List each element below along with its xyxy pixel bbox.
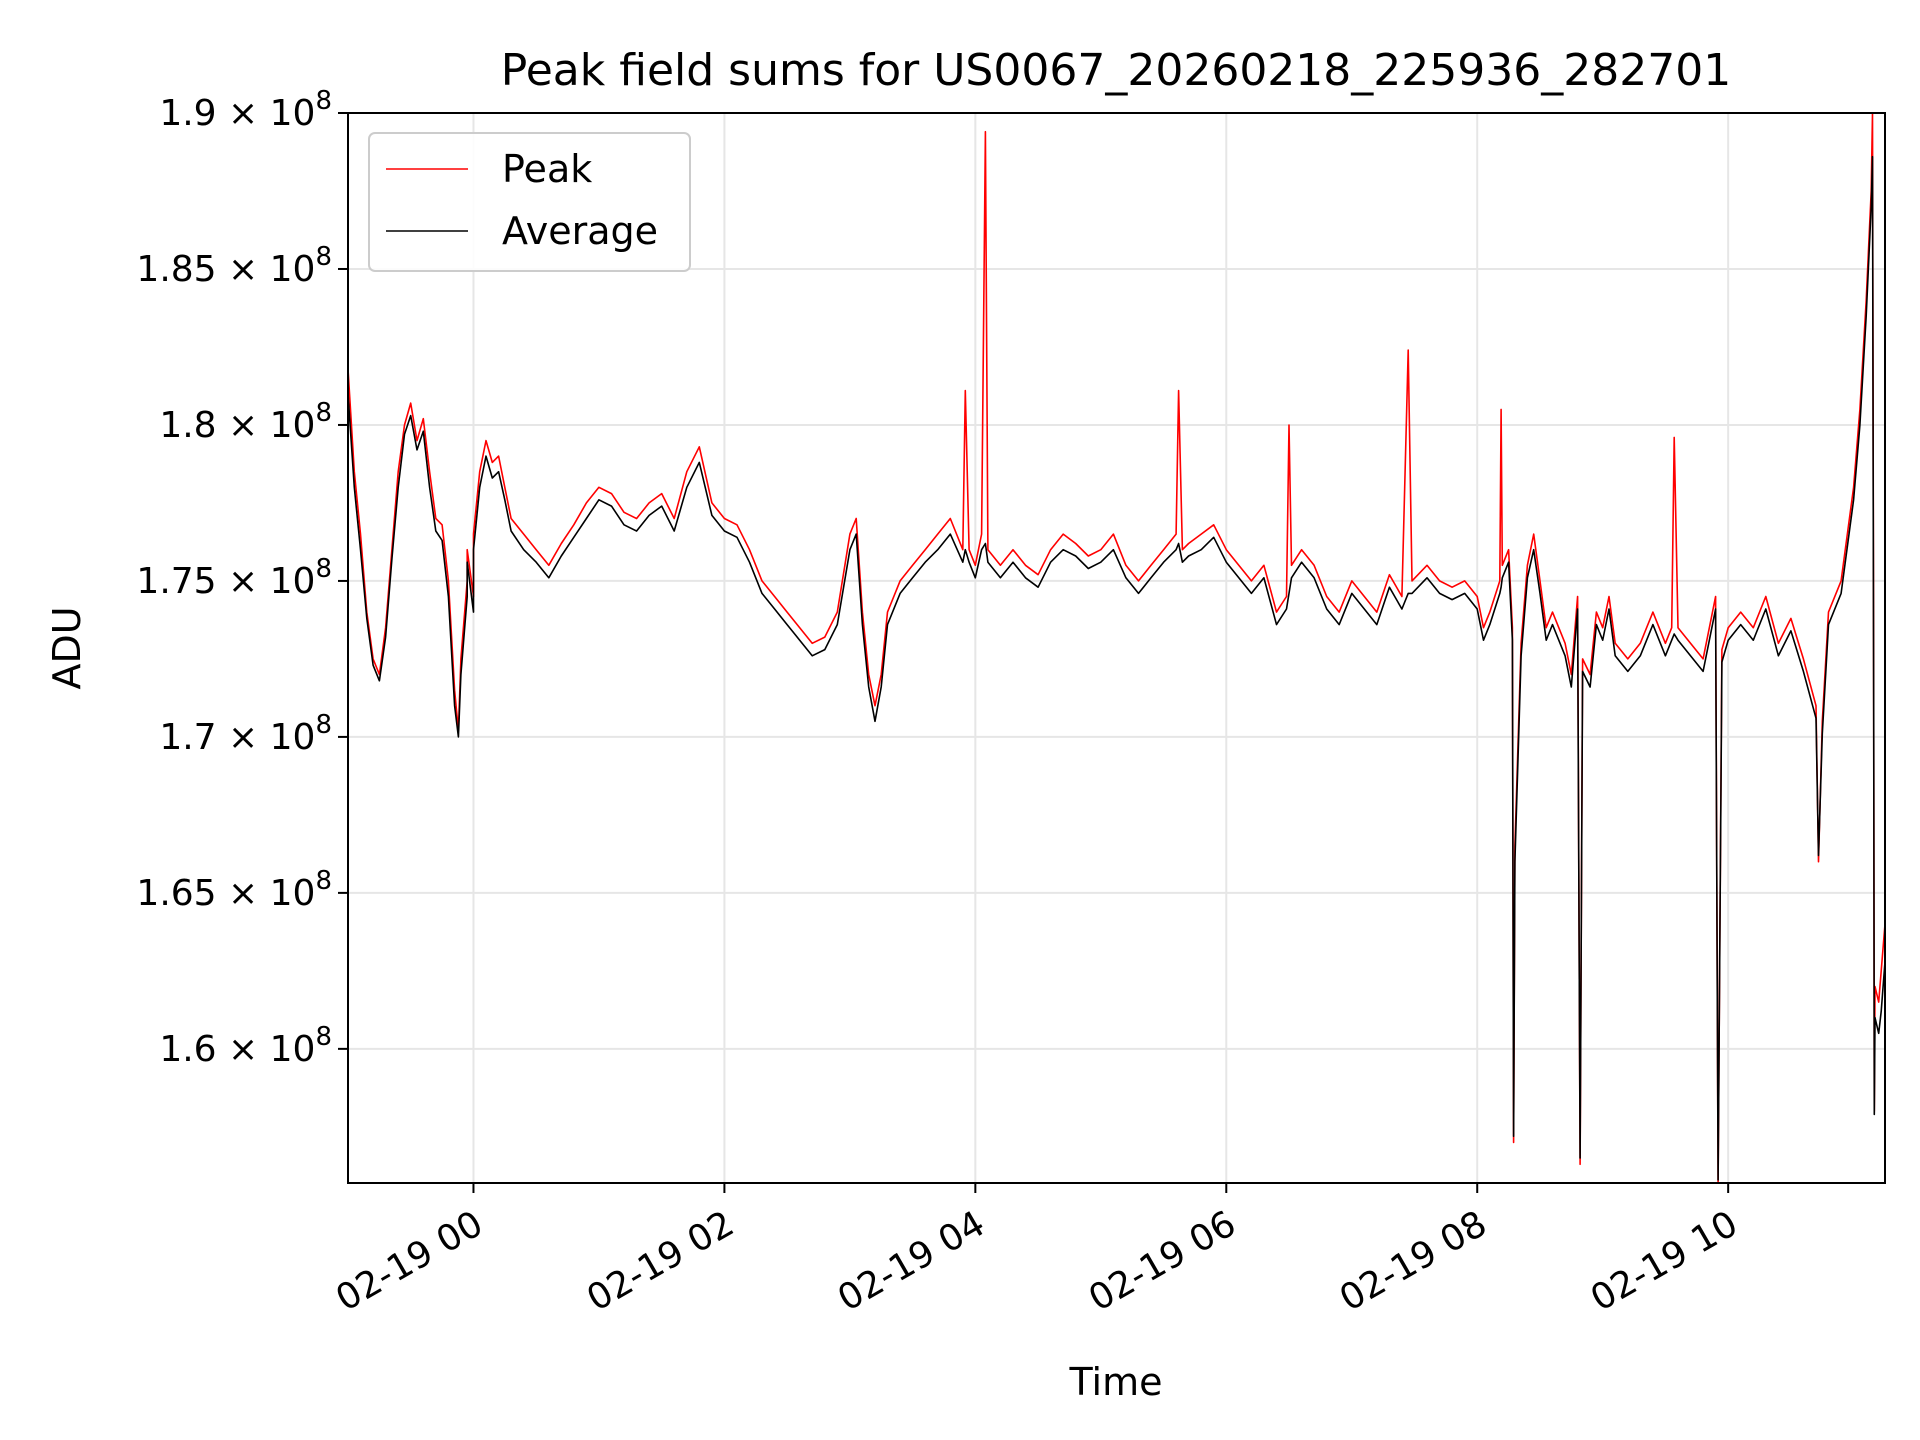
- y-tick-base: 10: [270, 93, 316, 134]
- y-tick-exponent: 8: [315, 866, 332, 896]
- series-line-peak: [348, 113, 1885, 1183]
- y-tick-mantissa: 1.65: [136, 873, 216, 914]
- y-tick-base: 10: [270, 873, 316, 914]
- y-tick-mantissa: 1.8: [159, 405, 216, 446]
- y-tick-base: 10: [270, 249, 316, 290]
- y-tick-exponent: 8: [315, 1022, 332, 1052]
- y-tick-exponent: 8: [315, 242, 332, 272]
- y-tick-label: 1.7 × 108: [159, 710, 332, 758]
- y-tick-mantissa: 1.9: [159, 93, 216, 134]
- y-tick-label: 1.75 × 108: [136, 554, 332, 602]
- chart-title: Peak field sums for US0067_20260218_2259…: [501, 45, 1731, 96]
- y-tick-label: 1.65 × 108: [136, 866, 332, 914]
- y-tick-label: 1.8 × 108: [159, 398, 332, 446]
- plot-lines: [348, 113, 1885, 1183]
- legend-box: [368, 132, 691, 272]
- y-tick-base: 10: [270, 405, 316, 446]
- y-tick-base: 10: [270, 1029, 316, 1070]
- legend: Peak Average: [368, 132, 691, 272]
- y-axis-label: ADU: [45, 606, 89, 689]
- y-tick-mantissa: 1.75: [136, 561, 216, 602]
- y-tick-label: 1.6 × 108: [159, 1022, 332, 1070]
- y-tick-mantissa: 1.85: [136, 249, 216, 290]
- grid: [348, 112, 1885, 1183]
- series-line-average: [348, 155, 1885, 1181]
- y-tick-label: 1.9 × 108: [159, 86, 332, 134]
- y-tick-exponent: 8: [315, 86, 332, 116]
- legend-label-average: Average: [502, 209, 658, 253]
- y-tick-base: 10: [270, 561, 316, 602]
- y-tick-base: 10: [270, 717, 316, 758]
- y-tick-mantissa: 1.6: [159, 1029, 216, 1070]
- y-tick-exponent: 8: [315, 554, 332, 584]
- y-tick-exponent: 8: [315, 398, 332, 428]
- x-axis-label: Time: [1069, 1360, 1163, 1404]
- plot-frame: [347, 112, 1886, 1184]
- y-tick-exponent: 8: [315, 710, 332, 740]
- y-tick-mantissa: 1.7: [159, 717, 216, 758]
- legend-label-peak: Peak: [502, 147, 592, 191]
- y-tick-label: 1.85 × 108: [136, 242, 332, 290]
